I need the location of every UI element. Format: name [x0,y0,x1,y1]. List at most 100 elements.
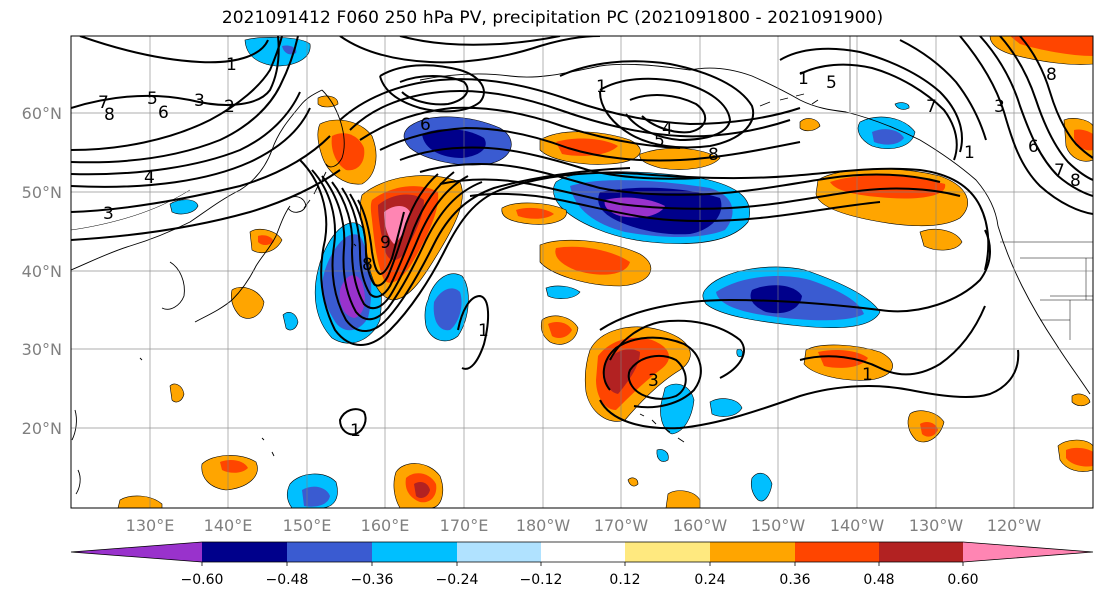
lon-label-130w: 130°W [909,516,964,535]
lon-label-140w: 140°W [830,516,885,535]
pos-anomaly-sw-3 [117,495,163,508]
clabel-17: 3 [648,371,659,391]
coast-philippines [71,409,81,495]
pv-contour-30n-ring-outer [599,229,991,331]
pv-contour-ridge-4 [379,126,801,162]
map-frame [70,35,1094,509]
neg-anomaly-small-5 [736,348,743,358]
pv-contour-north-arc-1 [339,36,601,64]
pv-contour-30n-ring [609,319,745,379]
pv-contour-trough-5 [341,171,455,298]
clabel-5: 3 [194,91,205,111]
pv-contour-low-siberia [379,64,485,113]
coast-alaska [689,67,847,113]
clabel-4: 5 [147,89,158,109]
clabel-28: 1 [798,69,809,89]
colorbar-label-4: −0.24 [436,572,479,588]
colorbar-seg-1 [202,542,287,562]
pos-anomaly-33n-170e-core [548,322,572,338]
coast-north-america-west [997,225,1091,395]
colorbar-label-6: 0.12 [609,572,640,588]
pos-anomaly-32n-145w-core [818,350,868,368]
pv-contour-7 [71,36,280,109]
pv-contour-east-arc [799,305,986,376]
lon-label-170e: 170°E [440,516,489,535]
colorbar-seg-7 [710,542,795,562]
pv-contour-low-alaska-3 [629,94,706,134]
pv-contours [71,36,1093,436]
clabel-2: 8 [104,105,115,125]
coast-hawaii [639,413,685,443]
colorbar-tick-labels: −0.60 −0.48 −0.36 −0.24 −0.12 0.12 0.24 … [181,572,979,588]
pv-contour-ne-3 [999,36,1093,181]
clabel-3: 6 [158,103,169,123]
pv-contour-ne-1 [959,36,1093,215]
lon-label-160e: 160°E [361,516,410,535]
clabel-11: 9 [380,233,391,253]
pv-contour-hawaii-low [627,354,687,400]
colorbar-label-2: −0.48 [266,572,309,588]
pv-contour-hawaii-mid [602,336,702,409]
lat-label-40n: 40°N [22,262,62,281]
pv-contour-8 [79,36,269,64]
pos-anomaly-40n-170w-core [555,246,630,275]
clabel-12: 6 [420,115,431,135]
pos-anomaly-small-8 [627,477,639,487]
clabel-10: 8 [362,255,373,275]
colorbar-label-7: 0.24 [694,572,725,588]
colorbar-label-3: −0.36 [351,572,394,588]
coastlines [71,63,1091,495]
colorbar-label-5: −0.12 [520,572,563,588]
colorbar-seg-10 [963,542,1093,562]
neg-anomaly-gulf-alaska-core [872,129,904,145]
pv-contour-ne-4 [1019,36,1093,159]
clabel-18: 1 [862,365,873,385]
pv-contour-small-low [338,408,367,436]
clabel-23: 1 [964,143,975,163]
lon-label-120w: 120°W [987,516,1042,535]
pv-contour-ridge-7 [439,178,961,210]
latitude-labels: 60°N 50°N 40°N 30°N 20°N [22,104,62,438]
pos-anomaly-sw-2-dark [414,482,430,498]
lat-label-60n: 60°N [22,104,62,123]
lon-label-150w: 150°W [751,516,806,535]
pv-contour-north-arc-2 [399,36,561,46]
pos-anomaly-30n-165w-core [603,349,640,394]
lon-label-170w: 170°W [594,516,649,535]
map-gridlines [71,36,1093,508]
pv-contour-1 [71,36,283,151]
neg-anomaly-hawaii-3 [750,472,773,502]
longitude-labels: 130°E 140°E 150°E 160°E 170°E 180°W 170°… [126,516,1042,535]
lon-label-150e: 150°E [283,516,332,535]
colorbar: −0.60 −0.48 −0.36 −0.24 −0.12 0.12 0.24 … [70,541,1094,588]
clabel-22: 5 [826,73,837,93]
clabel-29: 1 [596,77,607,97]
pv-contour-trough-outer [299,159,990,346]
plot-title: 2021091412 F060 250 hPa PV, precipitatio… [221,8,884,28]
pv-contour-ridge-6 [419,163,941,196]
lon-label-160w: 160°W [673,516,728,535]
pv-contour-ne-5 [899,39,987,141]
pv-contour-low-alaska [559,60,755,149]
pos-anomaly-east-japan [230,287,265,319]
lon-label-130e: 130°E [126,516,175,535]
neg-anomaly-small-1 [282,312,299,331]
clabel-14: 4 [662,119,673,139]
pv-contour-trough-4 [331,175,469,310]
pv-contour-5 [71,135,331,213]
pos-anomaly-gulf-east-2 [919,229,963,251]
pv-contour-trough-6 [349,173,439,287]
clabel-21: 8 [1046,65,1057,85]
pv-contour-dot-line-165e [457,294,490,370]
clabel-24: 3 [994,97,1005,117]
pv-contour-ridge-8 [469,192,881,222]
clabel-7: 1 [226,55,237,75]
lat-label-30n: 30°N [22,340,62,359]
coast-gulf-alaska [845,111,999,227]
lon-label-140e: 140°E [204,516,253,535]
lat-label-50n: 50°N [22,183,62,202]
neg-anomaly-south-1-core [302,486,330,507]
colorbar-label-1: −0.60 [181,572,224,588]
colorbar-label-9: 0.48 [863,572,894,588]
